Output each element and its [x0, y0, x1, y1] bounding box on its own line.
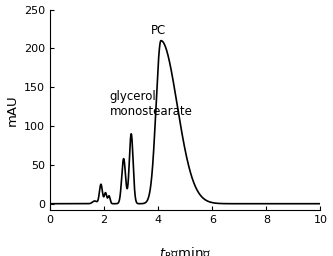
- Y-axis label: mAU: mAU: [6, 94, 19, 125]
- Text: glycerol
monostearate: glycerol monostearate: [110, 90, 192, 118]
- Text: $t_\mathregular{R}$（min）: $t_\mathregular{R}$（min）: [159, 246, 211, 256]
- Text: PC: PC: [151, 24, 166, 37]
